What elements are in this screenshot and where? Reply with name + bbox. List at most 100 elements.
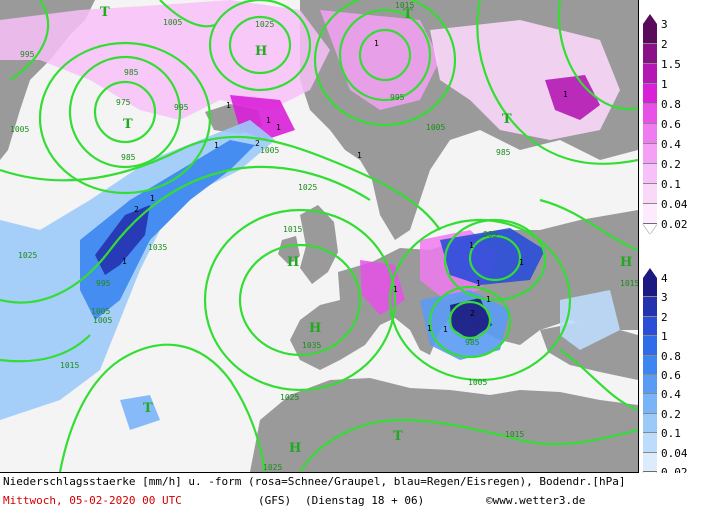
- low-marker: T: [143, 401, 153, 416]
- legend-top-arrow: [643, 268, 657, 278]
- legend-swatch: [643, 336, 657, 356]
- isobar-label: 995: [20, 50, 35, 59]
- model-run: (Dienstag 18 + 06): [305, 494, 425, 507]
- rain-area-azores: [120, 395, 160, 430]
- copyright: ©www.wetter3.de: [486, 494, 586, 507]
- precip-labels: 1 2 1 1 1 1 2 1 1 1 1 1 1 1 2 1 1 1 1: [122, 39, 568, 334]
- isobar-label: 1025: [298, 183, 317, 192]
- isobar-line: [68, 55, 182, 169]
- legend-tick-label: 0.1: [661, 178, 681, 191]
- precip-label: 2: [470, 309, 475, 318]
- isobar-line: [428, 285, 512, 359]
- legend-tick-label: 0.8: [661, 349, 681, 363]
- snow-legend: 3 2 1.5 1 0.8 0.6 0.4 0.2 0.1 0.04 0.02: [639, 14, 704, 239]
- isobar-line: [0, 334, 91, 363]
- isobar-label: 1005: [260, 146, 279, 155]
- isobar-label: 1005: [468, 378, 487, 387]
- legend-swatch: [643, 355, 657, 375]
- rain-area-atlantic-mid: [80, 140, 255, 320]
- isobar-label: 1035: [148, 243, 167, 252]
- legend-tick-label: 0.8: [661, 98, 681, 111]
- precip-label: 1: [486, 295, 491, 304]
- isobar-label: 1015: [283, 225, 302, 234]
- isobar-line: [313, 0, 457, 127]
- isobar-label: 995: [174, 103, 189, 112]
- legend-tick-label: 0.6: [661, 369, 681, 382]
- legend-swatch: [643, 184, 657, 204]
- isobar-label: 1005: [163, 18, 182, 27]
- rain-areas: [0, 120, 620, 430]
- rain-area-atlantic-outer: [0, 120, 275, 420]
- isobar-line: [38, 41, 212, 195]
- map-canvas: 1005 1025 1015 1015 995 975 985 995 1005…: [0, 0, 638, 472]
- high-marker: H: [620, 255, 632, 270]
- legend-swatch: [643, 24, 657, 44]
- land-africa: [250, 378, 638, 472]
- land-ireland: [278, 236, 300, 264]
- isobar-line: [93, 80, 157, 144]
- isobar-label: 1025: [263, 463, 282, 472]
- legend-tick-label: 1.5: [661, 58, 681, 71]
- legend-tick-label: 0.02: [661, 218, 688, 231]
- legend-tick-label: 2: [661, 310, 668, 324]
- legend-swatch: [643, 394, 657, 414]
- rain-legend: 4 3 2 1 0.8 0.6 0.4 0.2 0.1 0.04 0.02: [639, 268, 704, 493]
- legend-tick-label: 0.2: [661, 158, 681, 171]
- isobar-label: 985: [465, 338, 480, 347]
- legend-tick-label: 4: [661, 272, 668, 285]
- legend-top-arrow: [643, 14, 657, 24]
- precip-label: 1: [563, 90, 568, 99]
- legend-tick-label: 3: [661, 291, 668, 305]
- isobar-label: 1005: [93, 316, 112, 325]
- legend-tick-label: 0.6: [661, 118, 681, 131]
- isobar-line: [468, 234, 522, 282]
- rain-area-ionian-core: [450, 298, 492, 340]
- legend-bottom-arrow: [643, 224, 657, 234]
- rain-area-atlantic-core: [95, 205, 150, 275]
- forecast-date: Mittwoch, 05-02-2020 00 UTC: [3, 494, 182, 507]
- isobar-label: 1005: [10, 125, 29, 134]
- precip-label: 1: [226, 101, 231, 110]
- legend-tick-label: 0.2: [661, 407, 681, 421]
- legend-swatch: [643, 433, 657, 453]
- precip-label: 1: [266, 116, 271, 125]
- isobar-label: 1025: [18, 251, 37, 260]
- isobar-line: [448, 300, 492, 340]
- isobar-label: 995: [483, 230, 498, 239]
- legend-swatch: [643, 413, 657, 434]
- isobar-line: [338, 8, 432, 102]
- legend-swatch: [643, 64, 657, 84]
- precip-label: 1: [393, 285, 398, 294]
- low-marker: T: [502, 112, 512, 127]
- isobar-line: [208, 0, 312, 92]
- high-marker: H: [287, 255, 299, 270]
- isobar-line: [299, 418, 638, 472]
- isobar-label: 1025: [255, 20, 274, 29]
- legend-tick-label: 1: [661, 330, 668, 344]
- legend-swatch: [643, 104, 657, 124]
- isobar-line: [559, 349, 638, 412]
- isobar-label: 975: [116, 98, 131, 107]
- legend-swatch: [643, 124, 657, 144]
- rain-area-east-med: [560, 290, 620, 350]
- isobar-line: [476, 0, 638, 165]
- snow-area-north-atlantic: [0, 0, 330, 120]
- rain-area-adriatic: [440, 228, 545, 285]
- isobar-line: [358, 28, 412, 82]
- legend-swatch: [643, 278, 657, 298]
- precip-label: 1: [276, 123, 281, 132]
- isobar-label: 1015: [60, 361, 79, 370]
- legend-tick-label: 3: [661, 18, 668, 31]
- isobar-label: 985: [121, 153, 136, 162]
- legend-swatch: [643, 44, 657, 64]
- legend-swatch: [643, 164, 657, 184]
- isobar-line: [0, 165, 371, 304]
- legend-swatch: [643, 84, 657, 104]
- isobar-label: 1015: [395, 1, 414, 10]
- low-marker: T: [403, 7, 413, 22]
- precip-label: 1: [150, 194, 155, 203]
- weather-map: 1005 1025 1015 1015 995 975 985 995 1005…: [0, 0, 639, 473]
- legend-tick-label: 0.04: [661, 198, 688, 211]
- precip-label: 1: [427, 324, 432, 333]
- isobar-label: 1005: [91, 307, 110, 316]
